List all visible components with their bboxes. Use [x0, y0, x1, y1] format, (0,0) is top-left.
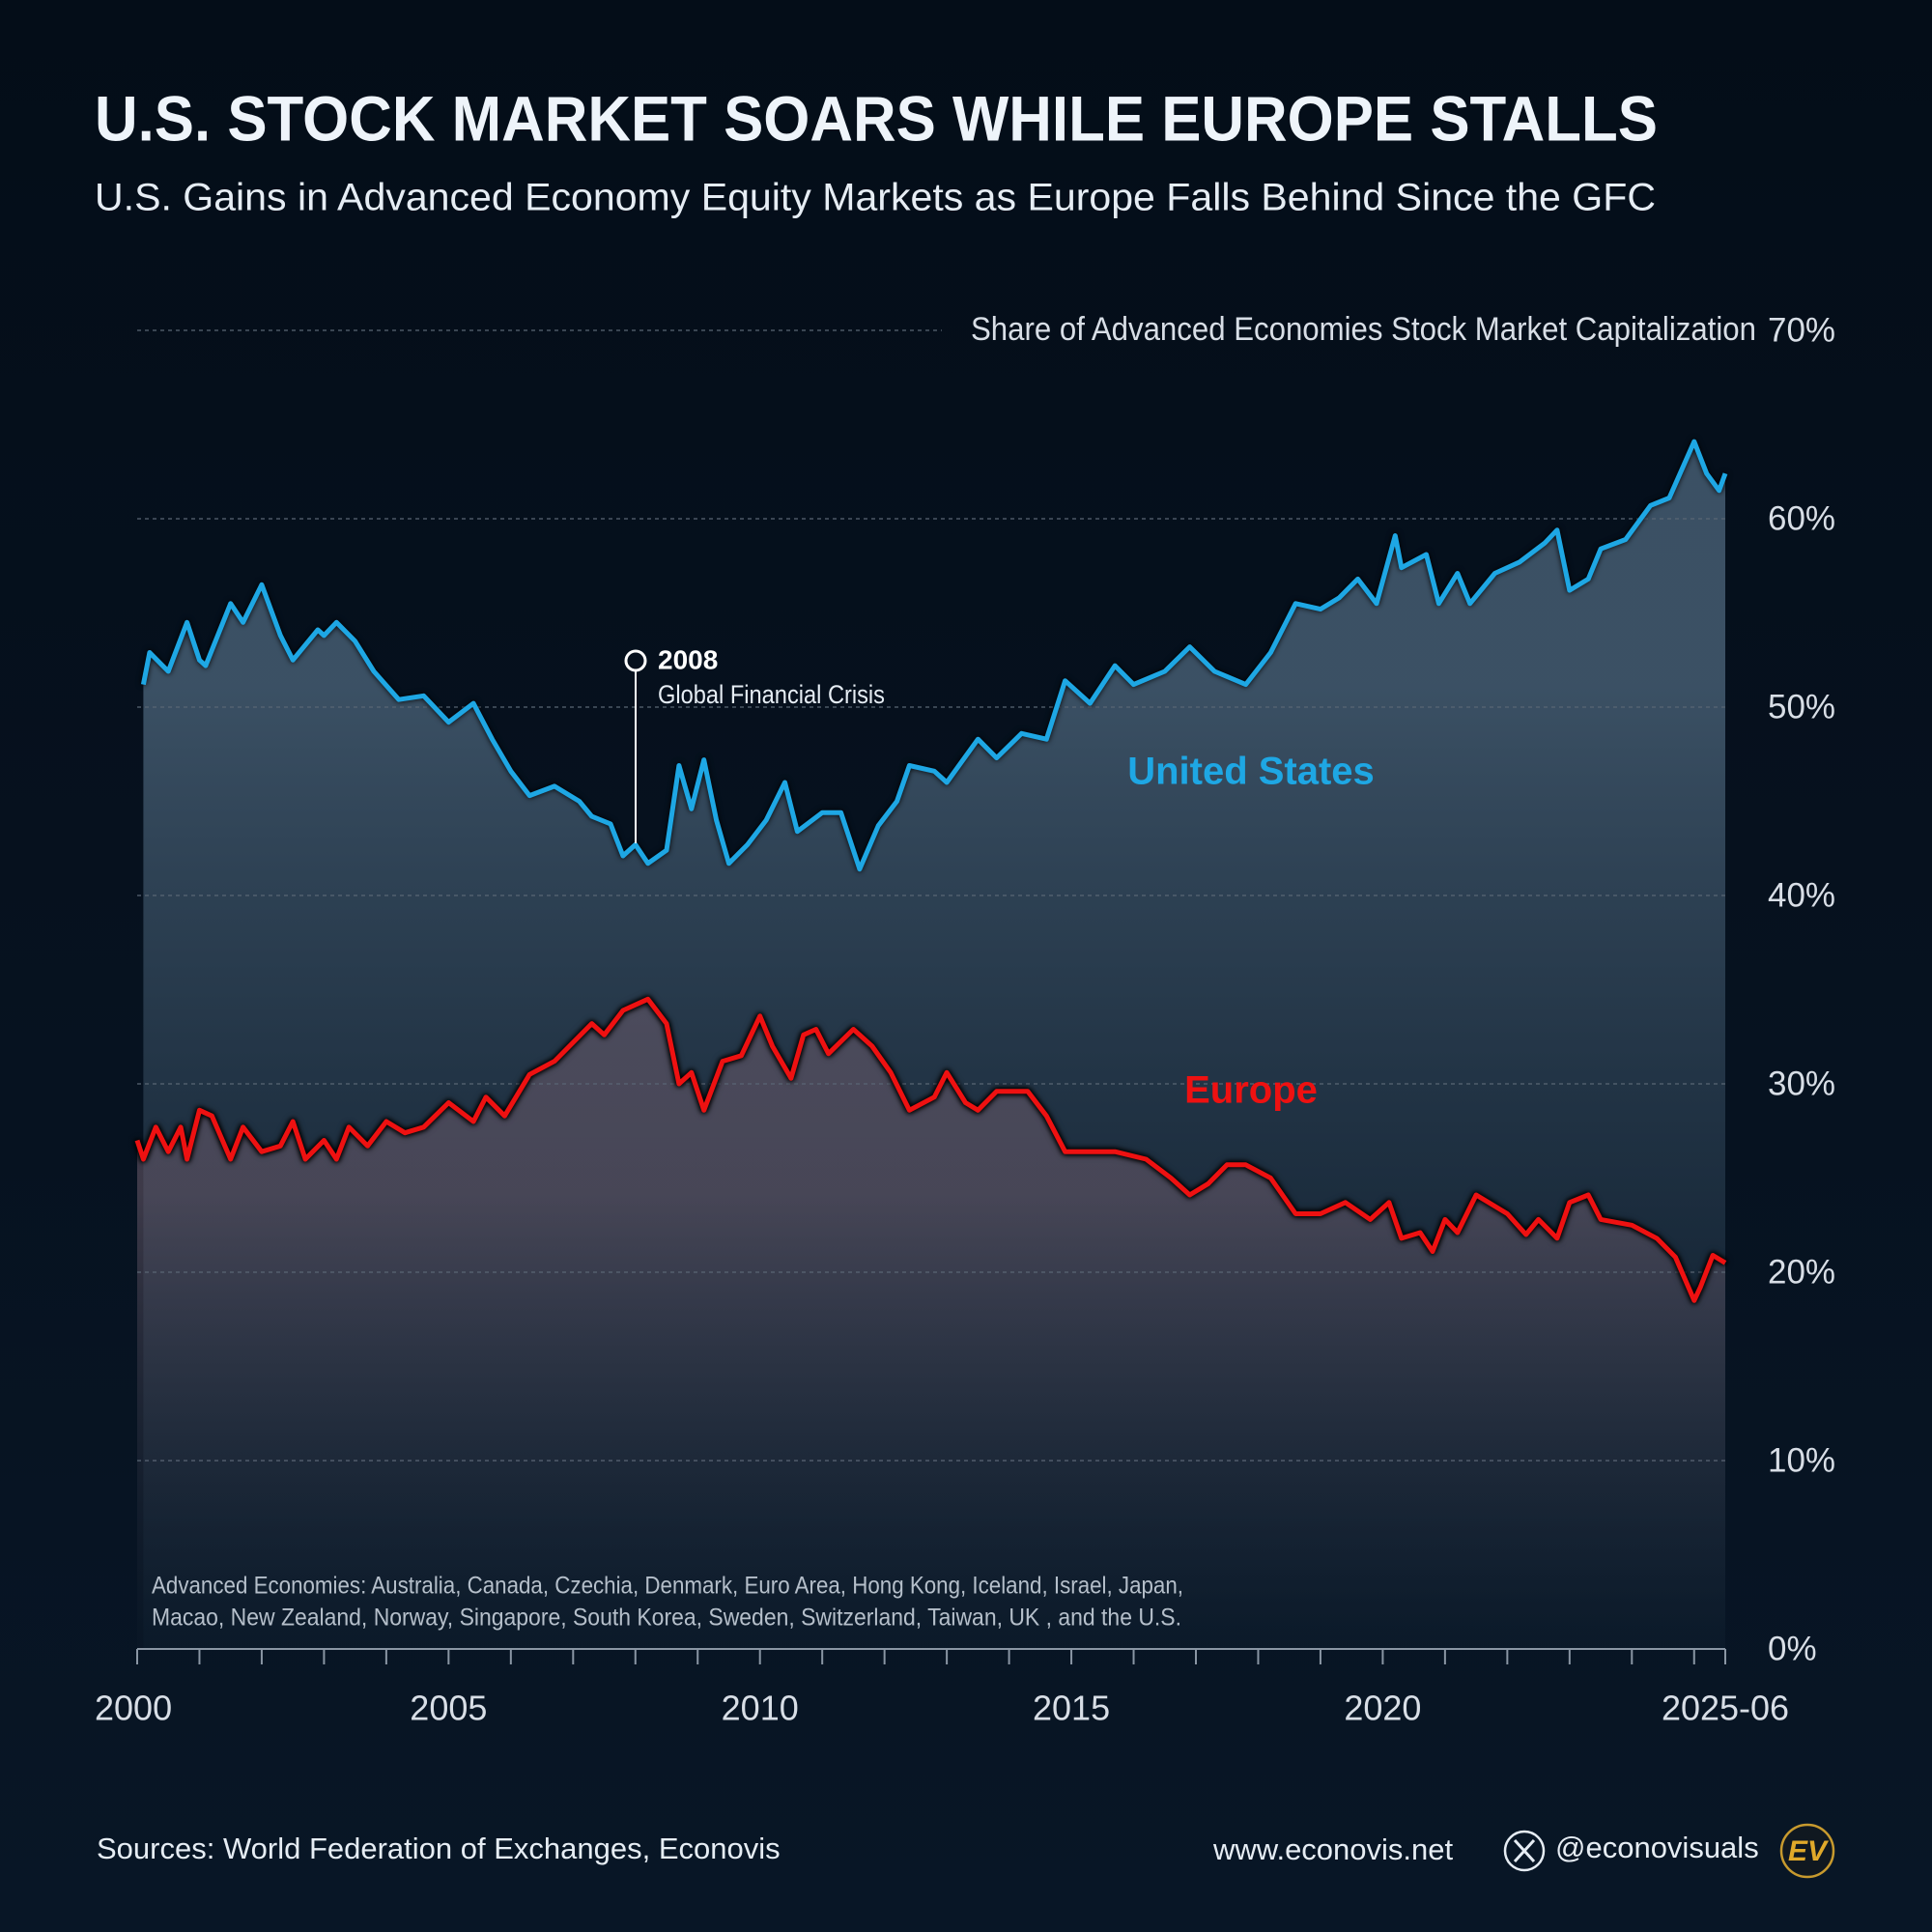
annotation-year: 2008: [658, 644, 718, 674]
x-tick-label: 2020: [1344, 1689, 1421, 1728]
y-tick-label: 30%: [1768, 1065, 1835, 1102]
source: Sources: World Federation of Exchanges, …: [97, 1832, 781, 1865]
x-tick-label: 2000: [95, 1689, 172, 1728]
logo: [1779, 1823, 1835, 1879]
series-line: [134, 996, 1727, 1303]
x-icon: [1503, 1830, 1546, 1872]
y-tick-label: 40%: [1768, 876, 1835, 914]
logo-text: EV: [1788, 1835, 1830, 1867]
x-tick-label: 2010: [722, 1689, 799, 1728]
series-label: Europe: [1184, 1069, 1318, 1112]
series-area: [137, 999, 1725, 1649]
y-tick-label: 60%: [1768, 499, 1835, 537]
series-label: United States: [1127, 751, 1375, 793]
chart-title: U.S. STOCK MARKET SOARS WHILE EUROPE STA…: [95, 82, 1658, 154]
x-tick-label: 2005: [410, 1689, 487, 1728]
series-line: [140, 439, 1728, 872]
website: www.econovis.net: [1212, 1833, 1454, 1866]
footnote: Macao, New Zealand, Norway, Singapore, S…: [152, 1605, 1181, 1632]
annotation-label: Global Financial Crisis: [658, 680, 885, 709]
y-tick-label: 20%: [1768, 1253, 1835, 1291]
x-icon-glyph: [1513, 1838, 1536, 1863]
y-axis-label: Share of Advanced Economies Stock Market…: [971, 311, 1756, 348]
y-tick-label: 10%: [1768, 1441, 1835, 1479]
x-tick-label: 2025-06: [1662, 1689, 1789, 1728]
chart-subtitle: U.S. Gains in Advanced Economy Equity Ma…: [95, 177, 1656, 219]
annotation-marker: [624, 649, 647, 672]
y-tick-label: 70%: [1768, 311, 1835, 349]
footnote: Advanced Economies: Australia, Canada, C…: [152, 1573, 1183, 1600]
y-tick-label: 50%: [1768, 688, 1835, 725]
x-tick-label: 2015: [1033, 1689, 1110, 1728]
y-tick-label: 0%: [1768, 1630, 1817, 1667]
handle: @econovisuals: [1555, 1831, 1759, 1864]
